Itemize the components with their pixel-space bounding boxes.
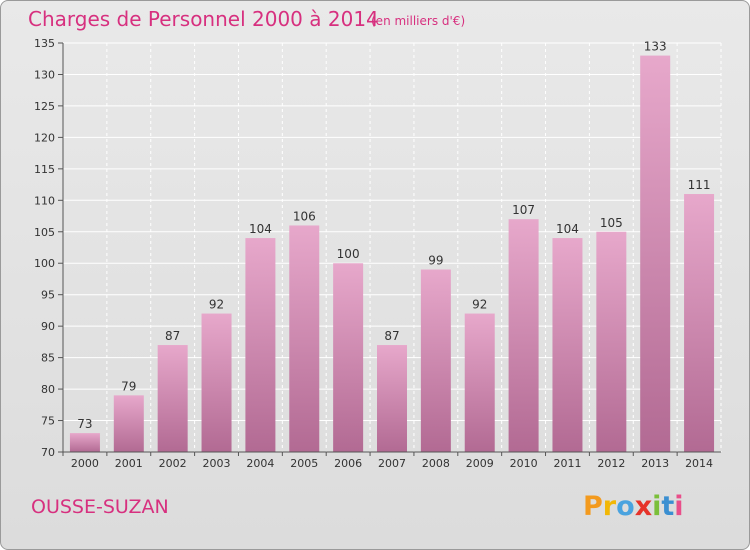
value-label-2014: 111 xyxy=(688,178,711,192)
logo-letter: r xyxy=(602,491,617,522)
x-tick-label-2012: 2012 xyxy=(597,457,625,470)
bar-2003[interactable] xyxy=(201,313,232,452)
bar-2004[interactable] xyxy=(245,238,276,452)
value-label-2002: 87 xyxy=(165,329,180,343)
y-tick-label: 95 xyxy=(41,289,55,302)
y-tick-label: 120 xyxy=(34,131,55,144)
x-tick-label-2008: 2008 xyxy=(422,457,450,470)
proxiti-logo[interactable]: Proxiti xyxy=(583,491,684,522)
chart-title: Charges de Personnel 2000 à 2014 xyxy=(28,7,379,31)
y-tick-label: 75 xyxy=(41,415,55,428)
x-tick-label-2010: 2010 xyxy=(510,457,538,470)
x-tick-label-2007: 2007 xyxy=(378,457,406,470)
bar-2001[interactable] xyxy=(113,395,144,452)
bar-2005[interactable] xyxy=(289,225,320,452)
value-label-2009: 92 xyxy=(472,298,487,312)
y-tick-label: 130 xyxy=(34,68,55,81)
value-label-2008: 99 xyxy=(428,254,443,268)
logo-letter: o xyxy=(616,491,635,522)
x-tick-label-2013: 2013 xyxy=(641,457,669,470)
bar-2010[interactable] xyxy=(508,219,539,452)
bar-2006[interactable] xyxy=(333,263,364,452)
bar-2011[interactable] xyxy=(552,238,583,452)
bar-2013[interactable] xyxy=(640,55,671,452)
y-tick-label: 105 xyxy=(34,226,55,239)
bar-2008[interactable] xyxy=(420,269,451,452)
logo-letter: P xyxy=(583,491,603,522)
x-tick-label-2014: 2014 xyxy=(685,457,713,470)
value-label-2010: 107 xyxy=(512,203,535,217)
value-label-2000: 73 xyxy=(77,417,92,431)
bar-2012[interactable] xyxy=(596,231,627,452)
logo-letter: i xyxy=(652,491,662,522)
y-tick-label: 110 xyxy=(34,194,55,207)
value-label-2003: 92 xyxy=(209,298,224,312)
bar-2002[interactable] xyxy=(157,345,188,452)
value-label-2004: 104 xyxy=(249,222,272,236)
x-tick-label-2011: 2011 xyxy=(553,457,581,470)
x-tick-label-2000: 2000 xyxy=(71,457,99,470)
x-tick-label-2003: 2003 xyxy=(203,457,231,470)
bar-2000[interactable] xyxy=(69,433,100,452)
chart-subtitle: (en milliers d'€) xyxy=(371,14,466,28)
value-label-2005: 106 xyxy=(293,209,316,223)
x-tick-label-2005: 2005 xyxy=(290,457,318,470)
value-label-2006: 100 xyxy=(337,247,360,261)
y-tick-label: 70 xyxy=(41,446,55,459)
logo-letter: i xyxy=(674,491,684,522)
y-tick-label: 115 xyxy=(34,163,55,176)
y-tick-label: 135 xyxy=(34,37,55,50)
y-tick-label: 100 xyxy=(34,257,55,270)
value-label-2007: 87 xyxy=(384,329,399,343)
value-label-2012: 105 xyxy=(600,216,623,230)
value-label-2011: 104 xyxy=(556,222,579,236)
commune-name: OUSSE-SUZAN xyxy=(31,496,169,518)
value-label-2001: 79 xyxy=(121,379,136,393)
x-tick-label-2004: 2004 xyxy=(246,457,274,470)
x-tick-label-2002: 2002 xyxy=(159,457,187,470)
x-tick-label-2001: 2001 xyxy=(115,457,143,470)
bar-2007[interactable] xyxy=(377,345,407,452)
y-tick-label: 85 xyxy=(41,352,55,365)
bar-2014[interactable] xyxy=(684,194,715,452)
logo-letter: x xyxy=(634,491,653,522)
y-tick-label: 90 xyxy=(41,320,55,333)
bar-2009[interactable] xyxy=(464,313,495,452)
y-tick-label: 80 xyxy=(41,383,55,396)
value-label-2013: 133 xyxy=(644,40,667,54)
x-tick-label-2006: 2006 xyxy=(334,457,362,470)
x-tick-label-2009: 2009 xyxy=(466,457,494,470)
y-tick-label: 125 xyxy=(34,100,55,113)
logo-letter: t xyxy=(661,491,675,522)
